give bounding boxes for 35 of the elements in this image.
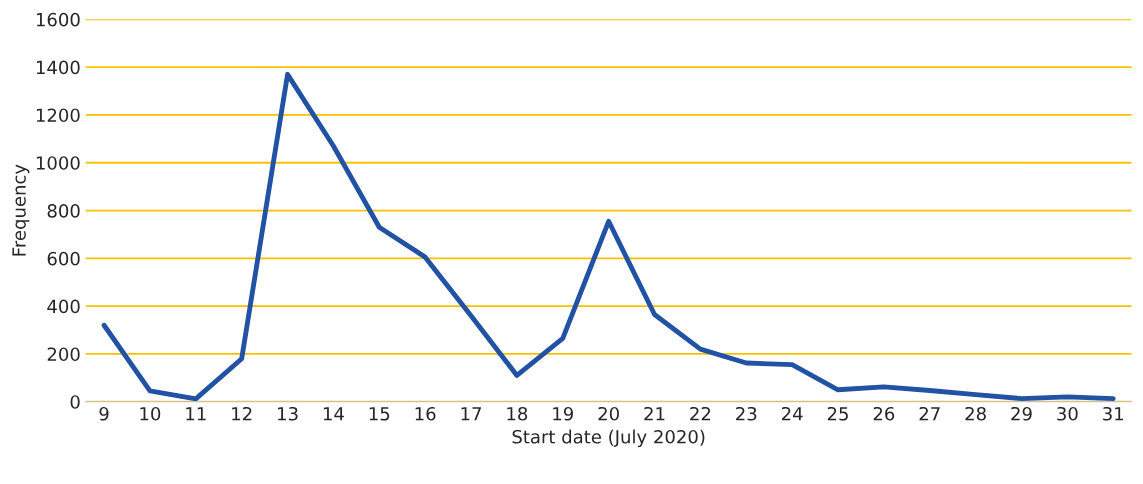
y-axis-title: Frequency (12, 164, 30, 256)
x-tick-label: 23 (736, 406, 757, 421)
y-tick-label: 400 (47, 299, 80, 314)
x-tick-label: 15 (369, 407, 390, 421)
x-tick-label: 21 (644, 406, 665, 421)
x-tick-label: 28 (965, 406, 986, 421)
x-tick-label: 19 (553, 406, 573, 421)
y-tick-label: 0 (70, 395, 80, 409)
x-tick-label: 29 (1011, 406, 1032, 421)
x-axis-title: Start date (July 2020) (512, 429, 705, 448)
x-tick-label: 24 (781, 406, 803, 421)
y-tick-label: 800 (47, 204, 80, 218)
x-tick-label: 27 (919, 406, 940, 421)
y-tick-label: 1000 (36, 156, 80, 170)
x-tick-label: 25 (827, 406, 848, 421)
x-tick-label: 13 (278, 406, 298, 421)
x-tick-label: 9 (99, 406, 109, 421)
x-tick-label: 10 (140, 406, 161, 421)
line-series (101, 71, 1116, 402)
y-tick-label: 1200 (36, 108, 80, 123)
x-tick-label: 22 (690, 406, 711, 421)
x-tick-label: 20 (598, 406, 619, 421)
x-tick-label: 12 (232, 406, 252, 421)
x-tick-label: 16 (415, 406, 436, 421)
x-tick-label: 26 (873, 406, 895, 421)
y-tick-label: 1600 (36, 12, 80, 27)
x-tick-label: 17 (461, 407, 481, 421)
y-tick-label: 1400 (36, 60, 80, 75)
x-tick-label: 30 (1057, 406, 1078, 421)
x-tick-label: 31 (1103, 406, 1124, 421)
x-tick-label: 18 (507, 406, 528, 421)
x-tick-label: 11 (186, 407, 206, 421)
y-tick-label: 200 (47, 347, 80, 362)
x-tick-label: 14 (323, 407, 344, 421)
y-tick-label: 600 (47, 251, 80, 266)
